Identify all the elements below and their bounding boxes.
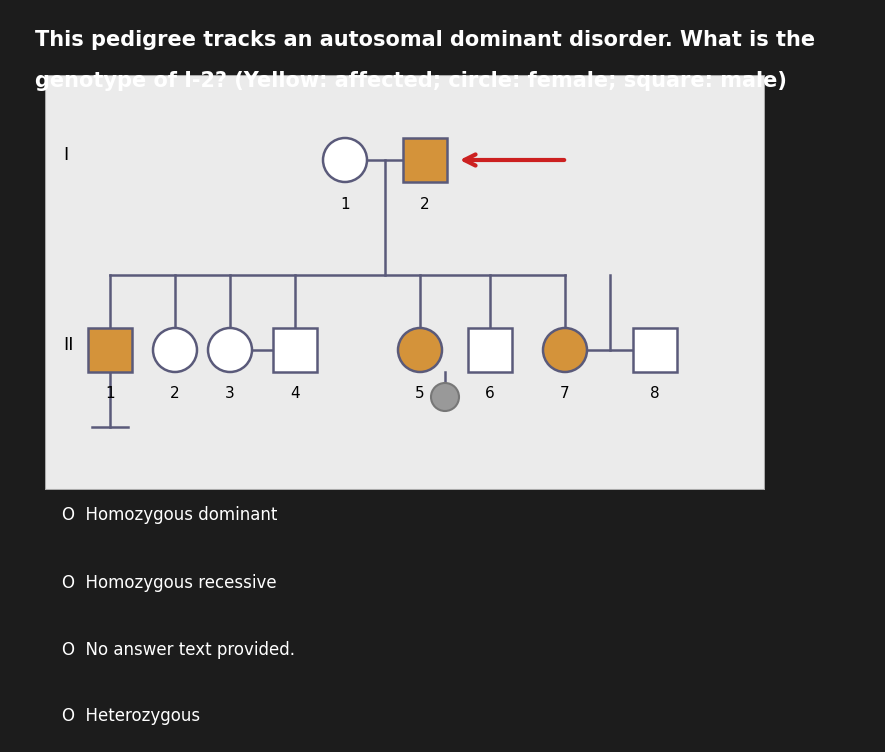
Text: 3: 3 [225,386,235,401]
Text: 1: 1 [105,386,115,401]
Text: 7: 7 [560,386,570,401]
Circle shape [208,328,252,372]
Text: This pedigree tracks an autosomal dominant disorder. What is the: This pedigree tracks an autosomal domina… [35,30,815,50]
Text: O  Homozygous recessive: O Homozygous recessive [62,574,277,592]
Circle shape [153,328,197,372]
Text: 2: 2 [170,386,180,401]
Circle shape [543,328,587,372]
Bar [403,138,447,182]
Text: genotype of I-2? (Yellow: affected; circle: female; square: male): genotype of I-2? (Yellow: affected; circ… [35,71,788,92]
Text: 8: 8 [650,386,660,401]
Text: O  No answer text provided.: O No answer text provided. [62,641,295,660]
Text: 2: 2 [420,197,430,212]
Bar [633,328,677,372]
Circle shape [398,328,442,372]
Text: 1: 1 [340,197,350,212]
Text: II: II [63,336,73,354]
Text: O  Homozygous dominant: O Homozygous dominant [62,506,277,524]
Text: 4: 4 [290,386,300,401]
Text: I: I [63,146,68,164]
Bar [273,328,317,372]
Text: 5: 5 [415,386,425,401]
Text: 6: 6 [485,386,495,401]
FancyBboxPatch shape [45,75,765,490]
Bar [468,328,512,372]
Text: O  Heterozygous: O Heterozygous [62,707,200,725]
Circle shape [323,138,367,182]
Bar [88,328,132,372]
Circle shape [431,383,459,411]
